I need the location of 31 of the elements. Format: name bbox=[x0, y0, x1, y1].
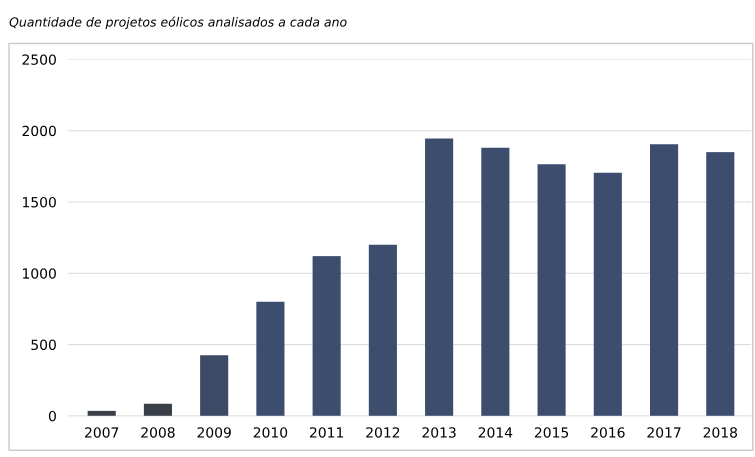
y-tick-label: 1000 bbox=[23, 268, 56, 279]
y-tick-label: 1500 bbox=[23, 196, 56, 208]
bar bbox=[594, 172, 622, 416]
x-tick-label: 2012 bbox=[366, 427, 400, 438]
bar bbox=[200, 355, 228, 416]
x-tick-label: 2015 bbox=[534, 427, 568, 438]
x-tick-label: 2018 bbox=[704, 427, 738, 438]
x-tick-label: 2017 bbox=[647, 427, 681, 438]
bar bbox=[481, 148, 510, 416]
bar bbox=[538, 164, 566, 416]
y-tick-label: 0 bbox=[48, 410, 56, 422]
x-tick-label: 2010 bbox=[254, 427, 288, 438]
x-tick-label: 2007 bbox=[85, 427, 118, 438]
x-tick-label: 2011 bbox=[310, 427, 344, 438]
chart-title: Quantidade de projetos eólicos analisados a cada ano bbox=[10, 16, 347, 30]
bar bbox=[368, 244, 397, 416]
x-tick-label: 2016 bbox=[591, 427, 625, 438]
x-tick-label: 2008 bbox=[141, 427, 175, 438]
y-tick-label: 500 bbox=[31, 340, 56, 350]
y-tick-label: 2500 bbox=[22, 54, 56, 65]
bar bbox=[312, 256, 341, 416]
bar bbox=[144, 404, 172, 416]
bar bbox=[425, 138, 454, 416]
bar bbox=[650, 144, 678, 416]
bar bbox=[256, 302, 284, 416]
bar bbox=[88, 410, 116, 416]
y-tick-label: 2000 bbox=[22, 126, 56, 136]
x-tick-label: 2009 bbox=[198, 427, 231, 438]
bar bbox=[706, 152, 734, 416]
x-tick-label: 2014 bbox=[478, 427, 512, 438]
x-tick-label: 2013 bbox=[422, 427, 456, 438]
